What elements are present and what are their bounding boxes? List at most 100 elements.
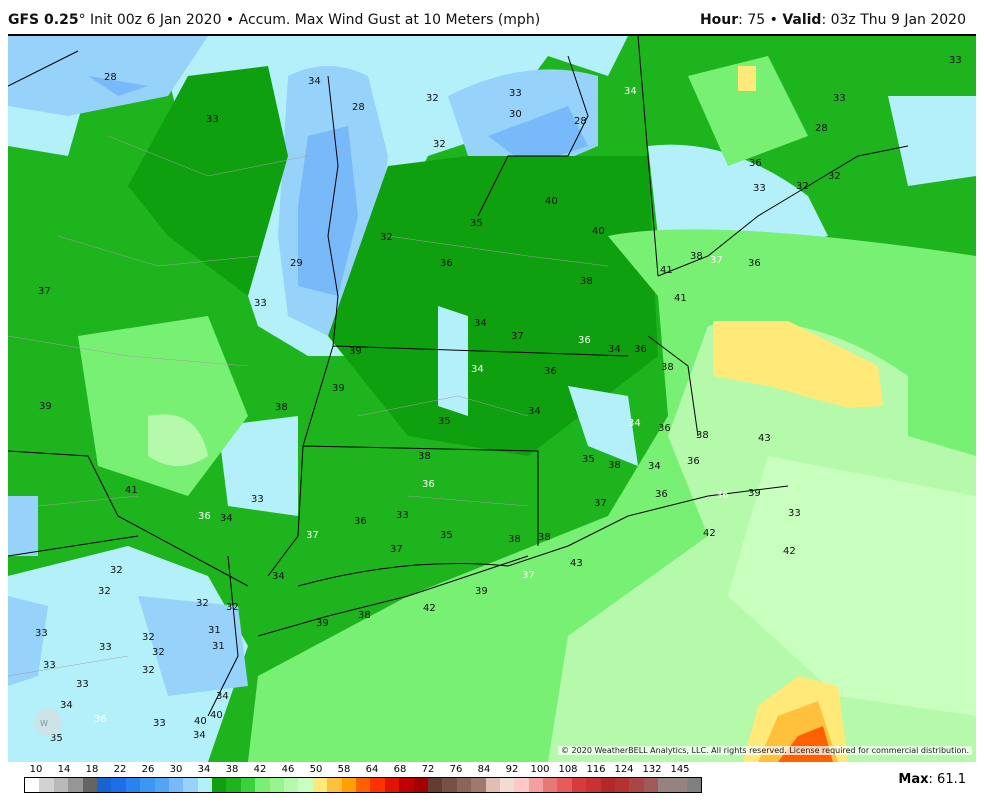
legend-swatch bbox=[341, 778, 356, 792]
legend-tick: 76 bbox=[449, 764, 463, 775]
legend-swatch bbox=[39, 778, 54, 792]
contour-label: 38 bbox=[690, 251, 703, 262]
legend-swatch bbox=[140, 778, 155, 792]
legend-swatch bbox=[384, 778, 400, 792]
contour-label: 34 bbox=[60, 700, 73, 711]
contour-label: 33 bbox=[43, 660, 56, 671]
legend-swatch bbox=[82, 778, 97, 792]
legend-swatch bbox=[240, 778, 256, 792]
legend-swatch bbox=[557, 778, 572, 792]
contour-label: 28 bbox=[815, 123, 828, 134]
contour-label: 36 bbox=[687, 456, 700, 467]
legend-tick: 30 bbox=[169, 764, 183, 775]
contour-label: 33 bbox=[753, 183, 766, 194]
legend-tick: 58 bbox=[337, 764, 351, 775]
legend-tick: 72 bbox=[421, 764, 435, 775]
legend-swatch bbox=[528, 778, 544, 792]
region-blue-sw bbox=[8, 496, 248, 696]
contour-label: 33 bbox=[206, 114, 219, 125]
legend-swatch bbox=[96, 778, 112, 792]
contour-label: 40 bbox=[210, 710, 223, 721]
contour-label: 34 bbox=[471, 364, 484, 375]
contour-label: 37 bbox=[710, 255, 723, 266]
contour-label: 33 bbox=[396, 510, 409, 521]
contour-label: 32 bbox=[828, 171, 841, 182]
region-yellow bbox=[713, 66, 883, 408]
legend-swatch bbox=[370, 778, 385, 792]
contour-label: 39 bbox=[39, 401, 52, 412]
contour-label: 41 bbox=[660, 265, 673, 276]
legend-swatch bbox=[25, 778, 40, 792]
contour-label: 36 bbox=[440, 258, 453, 269]
legend-swatch bbox=[514, 778, 529, 792]
contour-label: 34 bbox=[628, 418, 641, 429]
contour-label: 36 bbox=[655, 489, 668, 500]
legend-tick: 108 bbox=[558, 764, 578, 775]
contour-label: 32 bbox=[796, 181, 809, 192]
legend-swatch bbox=[543, 778, 558, 792]
contour-label: 34 bbox=[272, 571, 285, 582]
contour-label: 31 bbox=[212, 641, 225, 652]
contour-label: 41 bbox=[674, 293, 687, 304]
contour-label: 39 bbox=[748, 488, 761, 499]
contour-label: 42 bbox=[703, 528, 716, 539]
contour-label: 34 bbox=[216, 691, 229, 702]
map-title: GFS 0.25° Init 00z 6 Jan 2020 • Accum. M… bbox=[8, 12, 541, 28]
contour-label: 32 bbox=[433, 139, 446, 150]
legend-swatch bbox=[586, 778, 601, 792]
contour-label: 34 bbox=[220, 513, 233, 524]
contour-label: 40 bbox=[194, 716, 207, 727]
contour-label: 37 bbox=[306, 530, 319, 541]
legend-swatch bbox=[298, 778, 313, 792]
contour-label: 34 bbox=[648, 461, 661, 472]
contour-label: 36 bbox=[354, 516, 367, 527]
contour-label: 40 bbox=[592, 226, 605, 237]
contour-label: 34 bbox=[608, 344, 621, 355]
contour-label: 36 bbox=[716, 490, 729, 501]
valid-time: Hour: 75 • Valid: 03z Thu 9 Jan 2020 bbox=[699, 12, 966, 28]
state-borders bbox=[8, 36, 909, 717]
contour-label: 38 bbox=[538, 532, 551, 543]
contour-label: 28 bbox=[574, 116, 587, 127]
contour-label: 33 bbox=[833, 93, 846, 104]
legend-swatch bbox=[571, 778, 587, 792]
contour-label: 33 bbox=[509, 88, 522, 99]
contour-label: 38 bbox=[661, 362, 674, 373]
contour-label: 32 bbox=[226, 602, 239, 613]
contour-label: 36 bbox=[749, 158, 762, 169]
contour-label: 36 bbox=[748, 258, 761, 269]
contour-label: 33 bbox=[99, 642, 112, 653]
contour-label: 32 bbox=[426, 93, 439, 104]
contour-label: 43 bbox=[570, 558, 583, 569]
contour-label: 39 bbox=[349, 346, 362, 357]
legend-tick: 10 bbox=[29, 764, 43, 775]
region-dark-green bbox=[128, 66, 658, 456]
legend-tick: 145 bbox=[670, 764, 690, 775]
legend-swatch bbox=[686, 778, 702, 792]
contour-label: 34 bbox=[528, 406, 541, 417]
contour-label: 33 bbox=[251, 494, 264, 505]
contour-label: 43 bbox=[758, 433, 771, 444]
contour-label: 41 bbox=[125, 485, 138, 496]
contour-label: 35 bbox=[470, 218, 483, 229]
contour-label: 28 bbox=[104, 72, 117, 83]
legend-swatch bbox=[485, 778, 500, 792]
contour-label: 35 bbox=[438, 416, 451, 427]
contour-label: 36 bbox=[578, 335, 591, 346]
region-pale-green bbox=[148, 321, 976, 762]
legend-tick: 64 bbox=[365, 764, 379, 775]
contour-label: 34 bbox=[624, 86, 637, 97]
legend-swatch bbox=[111, 778, 126, 792]
contour-label: 36 bbox=[634, 344, 647, 355]
legend-tick: 84 bbox=[477, 764, 491, 775]
svg-text:W: W bbox=[40, 719, 48, 728]
legend-ticks: 10 14 18 22 26 30 34 38 42 46 50 58 64 68 72 76 84 92 100 1… bbox=[24, 764, 700, 776]
legend-tick: 50 bbox=[309, 764, 323, 775]
contour-label: 34 bbox=[308, 76, 321, 87]
legend-swatch bbox=[615, 778, 630, 792]
contour-label: 34 bbox=[193, 730, 206, 741]
legend-swatch bbox=[269, 778, 285, 792]
contour-label: 38 bbox=[608, 460, 621, 471]
contour-label: 40 bbox=[545, 196, 558, 207]
